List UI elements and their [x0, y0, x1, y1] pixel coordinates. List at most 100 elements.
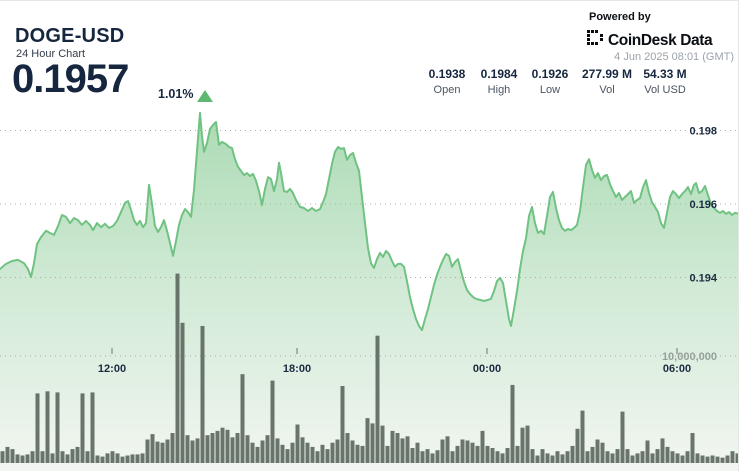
volume-bar	[160, 442, 165, 463]
volume-bar	[590, 446, 595, 463]
coindesk-logo-text: CoinDesk Data	[608, 31, 713, 49]
volume-bar	[625, 449, 630, 463]
volume-bar	[615, 449, 620, 463]
volume-bar	[250, 442, 255, 463]
volume-bar	[400, 438, 405, 463]
volume-bar	[210, 433, 215, 463]
volume-bar	[15, 454, 20, 463]
volume-bar	[205, 435, 210, 463]
volume-bar	[95, 455, 100, 463]
volume-bar	[275, 438, 280, 463]
volume-bar	[450, 451, 455, 463]
volume-bar	[300, 437, 305, 463]
volume-bar	[705, 456, 710, 463]
volume-bar	[325, 449, 330, 463]
volume-bar	[225, 429, 230, 463]
volume-bar	[730, 451, 735, 463]
volume-bar	[35, 393, 40, 463]
volume-bar	[120, 456, 125, 463]
stat-volume-usd-value: 54.33 M	[643, 67, 687, 81]
stat-volume: 277.99 M Vol	[582, 67, 632, 96]
volume-bar	[415, 442, 420, 463]
volume-bar	[235, 433, 240, 463]
price-change-percent: 1.01%	[158, 87, 194, 101]
volume-bar	[295, 424, 300, 463]
volume-bar	[610, 453, 615, 463]
volume-bar	[30, 451, 35, 463]
volume-bar	[445, 436, 450, 464]
volume-bar	[480, 430, 485, 463]
volume-bar	[140, 453, 145, 463]
volume-bar	[20, 455, 25, 463]
volume-bar	[215, 430, 220, 463]
volume-bar	[175, 273, 180, 463]
change-up-arrow-icon	[197, 90, 213, 102]
coindesk-logo-icon	[587, 30, 603, 51]
volume-bar	[165, 439, 170, 463]
volume-bar	[135, 454, 140, 463]
stat-volume-usd-label: Vol USD	[644, 84, 686, 96]
volume-bar	[460, 439, 465, 463]
volume-bar	[170, 433, 175, 463]
stat-volume-label: Vol	[599, 84, 615, 96]
time-axis-label: 18:00	[283, 363, 311, 375]
stat-open-value: 0.1938	[428, 67, 466, 81]
volume-bar	[485, 445, 490, 463]
volume-bar	[5, 446, 10, 463]
volume-bar	[430, 453, 435, 463]
stat-high: 0.1984 High	[481, 67, 518, 96]
volume-bar	[540, 449, 545, 463]
volume-bar	[330, 442, 335, 463]
volume-bar	[270, 380, 275, 463]
stat-low: 0.1926 Low	[532, 67, 569, 96]
volume-bar	[680, 455, 685, 463]
volume-bar	[40, 451, 45, 463]
volume-bar	[190, 440, 195, 463]
volume-bar	[345, 433, 350, 463]
volume-bar	[395, 433, 400, 463]
volume-bar	[635, 453, 640, 463]
volume-bar	[690, 433, 695, 463]
volume-bar	[720, 457, 725, 463]
chart-timestamp: 4 Jun 2025 08:01 (GMT)	[614, 51, 734, 63]
volume-bar	[700, 455, 705, 463]
volume-bar	[10, 449, 15, 463]
stat-volume-value: 277.99 M	[581, 67, 633, 81]
volume-bar	[70, 449, 75, 463]
volume-bar	[420, 451, 425, 463]
volume-axis-label: 10,000,000	[662, 351, 717, 363]
volume-bar	[535, 455, 540, 463]
volume-bar	[220, 427, 225, 463]
volume-bar	[605, 451, 610, 463]
coindesk-data-logo[interactable]: CoinDesk Data	[587, 30, 713, 51]
volume-bar	[500, 453, 505, 463]
volume-bar	[65, 454, 70, 463]
volume-bar	[155, 441, 160, 463]
volume-bar	[665, 446, 670, 463]
volume-bar	[595, 439, 600, 463]
volume-bar	[25, 454, 30, 463]
price-area-fill	[0, 112, 738, 464]
volume-bar	[545, 453, 550, 463]
powered-by-label: Powered by	[589, 11, 651, 23]
volume-bar	[380, 425, 385, 463]
volume-bar	[385, 445, 390, 463]
volume-bar	[440, 439, 445, 463]
volume-bar	[710, 455, 715, 463]
volume-bar	[90, 392, 95, 463]
volume-bar	[410, 448, 415, 463]
volume-bar	[585, 451, 590, 463]
volume-bar	[490, 448, 495, 463]
volume-bar	[75, 446, 80, 463]
volume-bar	[340, 386, 345, 463]
volume-bar	[525, 425, 530, 463]
volume-bar	[630, 455, 635, 463]
volume-bar	[80, 393, 85, 463]
volume-bar	[265, 435, 270, 463]
price-line	[0, 111, 738, 332]
volume-bar	[530, 449, 535, 463]
chart-bottom-padding	[0, 463, 738, 471]
volume-bar	[50, 453, 55, 463]
